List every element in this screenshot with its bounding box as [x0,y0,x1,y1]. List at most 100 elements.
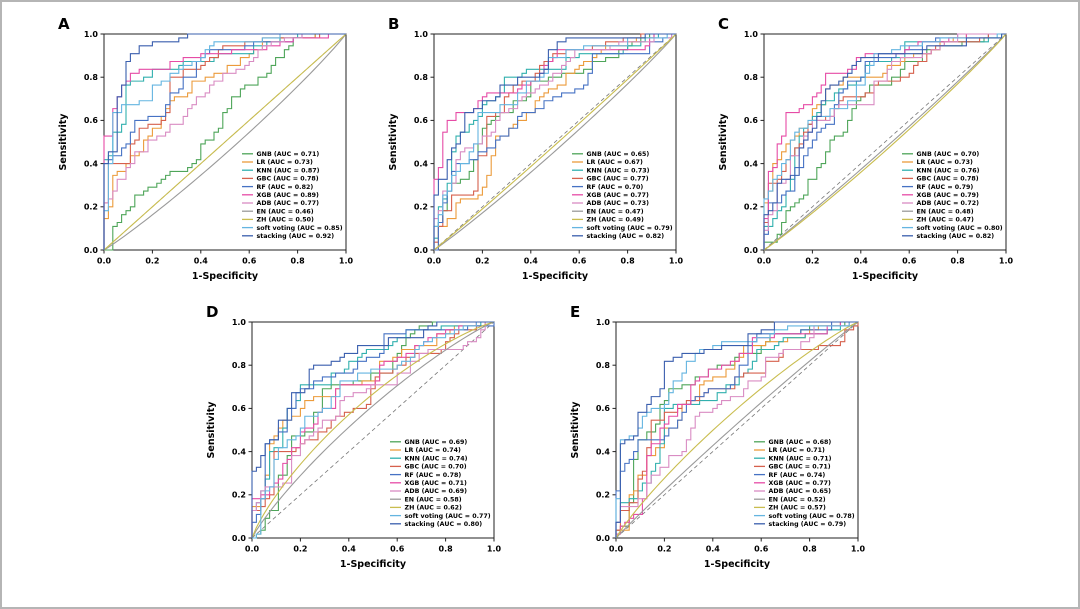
x-tick-label: 0.0 [427,257,442,266]
x-tick-label: 0.6 [390,545,405,554]
x-tick-label: 0.8 [951,257,966,266]
legend-label-rf: RF (AUC = 0.78) [405,472,462,479]
roc-curve-rf [251,322,495,538]
legend-label-soft-voting: soft voting (AUC = 0.77) [405,513,491,520]
legend-label-zh: ZH (AUC = 0.57) [769,505,827,512]
x-tick-label: 0.2 [145,257,159,266]
y-tick-label: 1.0 [596,318,611,327]
y-axis-label: Sensitivity [388,113,399,171]
legend-label-gnb: GNB (AUC = 0.68) [769,439,832,446]
legend-label-soft-voting: soft voting (AUC = 0.85) [257,225,343,232]
legend: GNB (AUC = 0.71)LR (AUC = 0.73)KNN (AUC … [242,151,343,240]
roc-curves [103,33,347,251]
y-tick-label: 0.4 [744,159,759,168]
roc-curve-stacking [103,33,346,250]
plot-spines [615,321,859,539]
roc-curve-soft-voting [103,33,346,250]
y-tick-label: 0.6 [414,116,429,125]
legend-label-stacking: stacking (AUC = 0.80) [405,521,483,528]
roc-curve-en [763,33,1007,251]
x-axis: 0.0 0.2 0.4 0.6 0.8 1.0 1-Specificity [757,250,1014,282]
roc-curve-zh [251,321,495,539]
y-tick-label: 0.4 [414,159,429,168]
y-tick-label: 1.0 [744,30,759,39]
legend-label-gbc: GBC (AUC = 0.77) [587,176,649,183]
y-axis-label: Sensitivity [58,113,69,171]
legend-label-adb: ADB (AUC = 0.69) [405,488,468,495]
x-tick-label: 0.6 [572,257,587,266]
roc-panel-a: A 0.0 0.2 0.4 0.6 0.8 1.0 1-Specificity 0.0 0.2 0.… [50,10,370,298]
x-tick-label: 0.2 [293,545,307,554]
roc-panel-d: D 0.0 0.2 0.4 0.6 0.8 1.0 1-Specificity 0.0 0.2 0.… [198,298,518,586]
legend-label-zh: ZH (AUC = 0.62) [405,505,463,512]
plot-spines [433,33,677,251]
diagonal-reference-line [251,321,495,539]
y-tick-label: 0.6 [596,404,611,413]
x-axis-label: 1-Specificity [704,559,771,570]
x-tick-label: 0.6 [902,257,917,266]
legend-label-gbc: GBC (AUC = 0.78) [917,176,979,183]
y-tick-label: 0.0 [84,246,99,255]
roc-curve-stacking [615,321,858,538]
x-tick-label: 1.0 [851,545,866,554]
legend-label-stacking: stacking (AUC = 0.92) [257,233,335,240]
x-tick-label: 1.0 [487,545,502,554]
roc-chart-c: C0.0 0.2 0.4 0.6 0.8 1.01-Specificity0.00.20.… [718,15,1014,282]
y-tick-label: 0.2 [596,491,610,500]
y-tick-label: 0.0 [414,246,429,255]
x-tick-label: 0.2 [657,545,671,554]
roc-curve-en [615,321,859,539]
legend-label-xgb: XGB (AUC = 0.71) [405,480,468,487]
legend-label-stacking: stacking (AUC = 0.82) [917,233,995,240]
roc-curve-gbc [433,33,676,250]
x-tick-label: 0.4 [706,545,721,554]
roc-curve-adb [103,33,346,250]
roc-curve-soft-voting [433,33,676,250]
roc-curve-adb [615,321,858,538]
y-tick-label: 0.0 [596,534,611,543]
roc-curve-adb [251,321,494,538]
roc-curve-soft-voting [252,321,494,539]
x-tick-label: 0.6 [242,257,257,266]
roc-curve-zh [763,33,1007,251]
x-tick-label: 0.4 [524,257,539,266]
roc-curve-stacking [433,33,676,250]
diagonal-reference-line [615,321,859,539]
panel-label-d: D [206,303,218,321]
legend-label-lr: LR (AUC = 0.74) [405,447,462,454]
y-tick-label: 0.0 [232,534,247,543]
y-axis-label: Sensitivity [570,401,581,459]
legend-label-lr: LR (AUC = 0.71) [769,447,826,454]
panel-label-c: C [718,15,729,33]
legend-label-rf: RF (AUC = 0.79) [917,184,974,191]
legend-label-xgb: XGB (AUC = 0.77) [587,192,650,199]
panel-label-b: B [388,15,399,33]
legend-label-lr: LR (AUC = 0.67) [587,159,644,166]
y-tick-label: 1.0 [232,318,247,327]
legend-label-en: EN (AUC = 0.52) [769,496,826,503]
legend-label-knn: KNN (AUC = 0.74) [405,455,468,462]
x-axis-label: 1-Specificity [522,271,589,282]
legend: GNB (AUC = 0.68)LR (AUC = 0.71)KNN (AUC … [754,439,855,528]
y-tick-label: 0.4 [232,447,247,456]
x-tick-label: 1.0 [669,257,684,266]
roc-curve-zh [615,321,859,539]
x-axis-label: 1-Specificity [852,271,919,282]
y-tick-label: 0.8 [84,73,99,82]
x-tick-label: 0.0 [97,257,112,266]
legend-label-xgb: XGB (AUC = 0.77) [769,480,832,487]
x-tick-label: 0.8 [439,545,454,554]
legend-label-gnb: GNB (AUC = 0.70) [917,151,980,158]
roc-figure-bottom-row: D 0.0 0.2 0.4 0.6 0.8 1.0 1-Specificity 0.0 0.2 0.… [198,298,882,586]
legend-label-soft-voting: soft voting (AUC = 0.79) [587,225,673,232]
legend-label-knn: KNN (AUC = 0.76) [917,167,980,174]
legend-label-rf: RF (AUC = 0.74) [769,472,826,479]
x-axis: 0.0 0.2 0.4 0.6 0.8 1.0 1-Specificity [245,538,502,570]
roc-panel-c: C 0.0 0.2 0.4 0.6 0.8 1.0 1-Specificity 0.0 0.2 0.… [710,10,1030,298]
roc-curve-en [433,33,677,251]
x-tick-label: 0.6 [754,545,769,554]
diagonal-reference-line [763,33,1007,251]
legend-label-en: EN (AUC = 0.58) [405,496,462,503]
legend-label-gbc: GBC (AUC = 0.70) [405,464,467,471]
